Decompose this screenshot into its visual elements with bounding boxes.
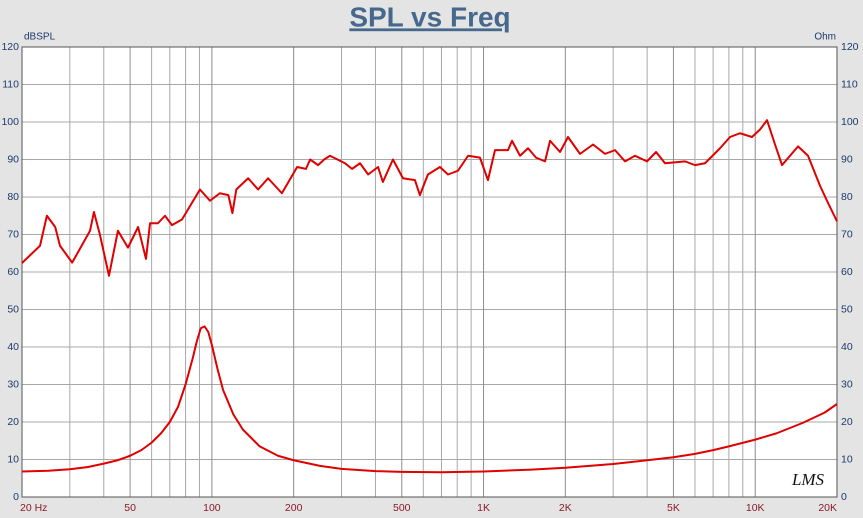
x-tick-label: 200 <box>285 502 303 514</box>
y-tick-label: 40 <box>7 341 19 353</box>
y-tick-label: 50 <box>7 303 19 315</box>
y2-tick-label: 70 <box>841 228 853 240</box>
annotation: LMS <box>791 470 825 489</box>
y2-tick-label: 80 <box>841 191 853 203</box>
y2-tick-label: 50 <box>841 303 853 315</box>
y2-tick-label: 60 <box>841 266 853 278</box>
y-tick-label: 10 <box>7 453 19 465</box>
y-tick-label: 80 <box>7 191 19 203</box>
y2-tick-label: 40 <box>841 341 853 353</box>
y-tick-label: 30 <box>7 378 19 390</box>
x-tick-label: 2K <box>559 502 572 514</box>
x-tick-label: 100 <box>203 502 221 514</box>
y-tick-label: 90 <box>7 153 19 165</box>
y2-tick-label: 30 <box>841 378 853 390</box>
y2-tick-label: 100 <box>841 116 859 128</box>
x-tick-label: 50 <box>124 502 136 514</box>
x-tick-label: 1K <box>477 502 490 514</box>
x-tick-label: 10K <box>746 502 765 514</box>
plot-border <box>21 46 838 498</box>
y-tick-label: 120 <box>1 41 19 53</box>
x-tick-label: 500 <box>393 502 411 514</box>
x-tick-label: 20 Hz <box>20 502 47 514</box>
chart-title: SPL vs Freq <box>349 1 510 32</box>
x-tick-label: 5K <box>667 502 680 514</box>
y-axis-label: dBSPL <box>24 32 56 43</box>
y-tick-label: 70 <box>7 228 19 240</box>
y2-tick-label: 10 <box>841 453 853 465</box>
y-tick-label: 20 <box>7 416 19 428</box>
y2-tick-label: 90 <box>841 153 853 165</box>
y-tick-label: 60 <box>7 266 19 278</box>
y-tick-label: 0 <box>13 491 19 503</box>
y2-axis-label: Ohm <box>814 32 836 43</box>
y-tick-label: 100 <box>1 116 19 128</box>
y2-tick-label: 20 <box>841 416 853 428</box>
y2-tick-label: 120 <box>841 41 859 53</box>
y-tick-label: 110 <box>2 78 19 90</box>
y2-tick-label: 0 <box>841 491 847 503</box>
x-tick-label: 20K <box>818 502 837 514</box>
data-line <box>21 325 838 474</box>
data-line <box>21 119 838 277</box>
y2-tick-label: 110 <box>841 78 858 90</box>
